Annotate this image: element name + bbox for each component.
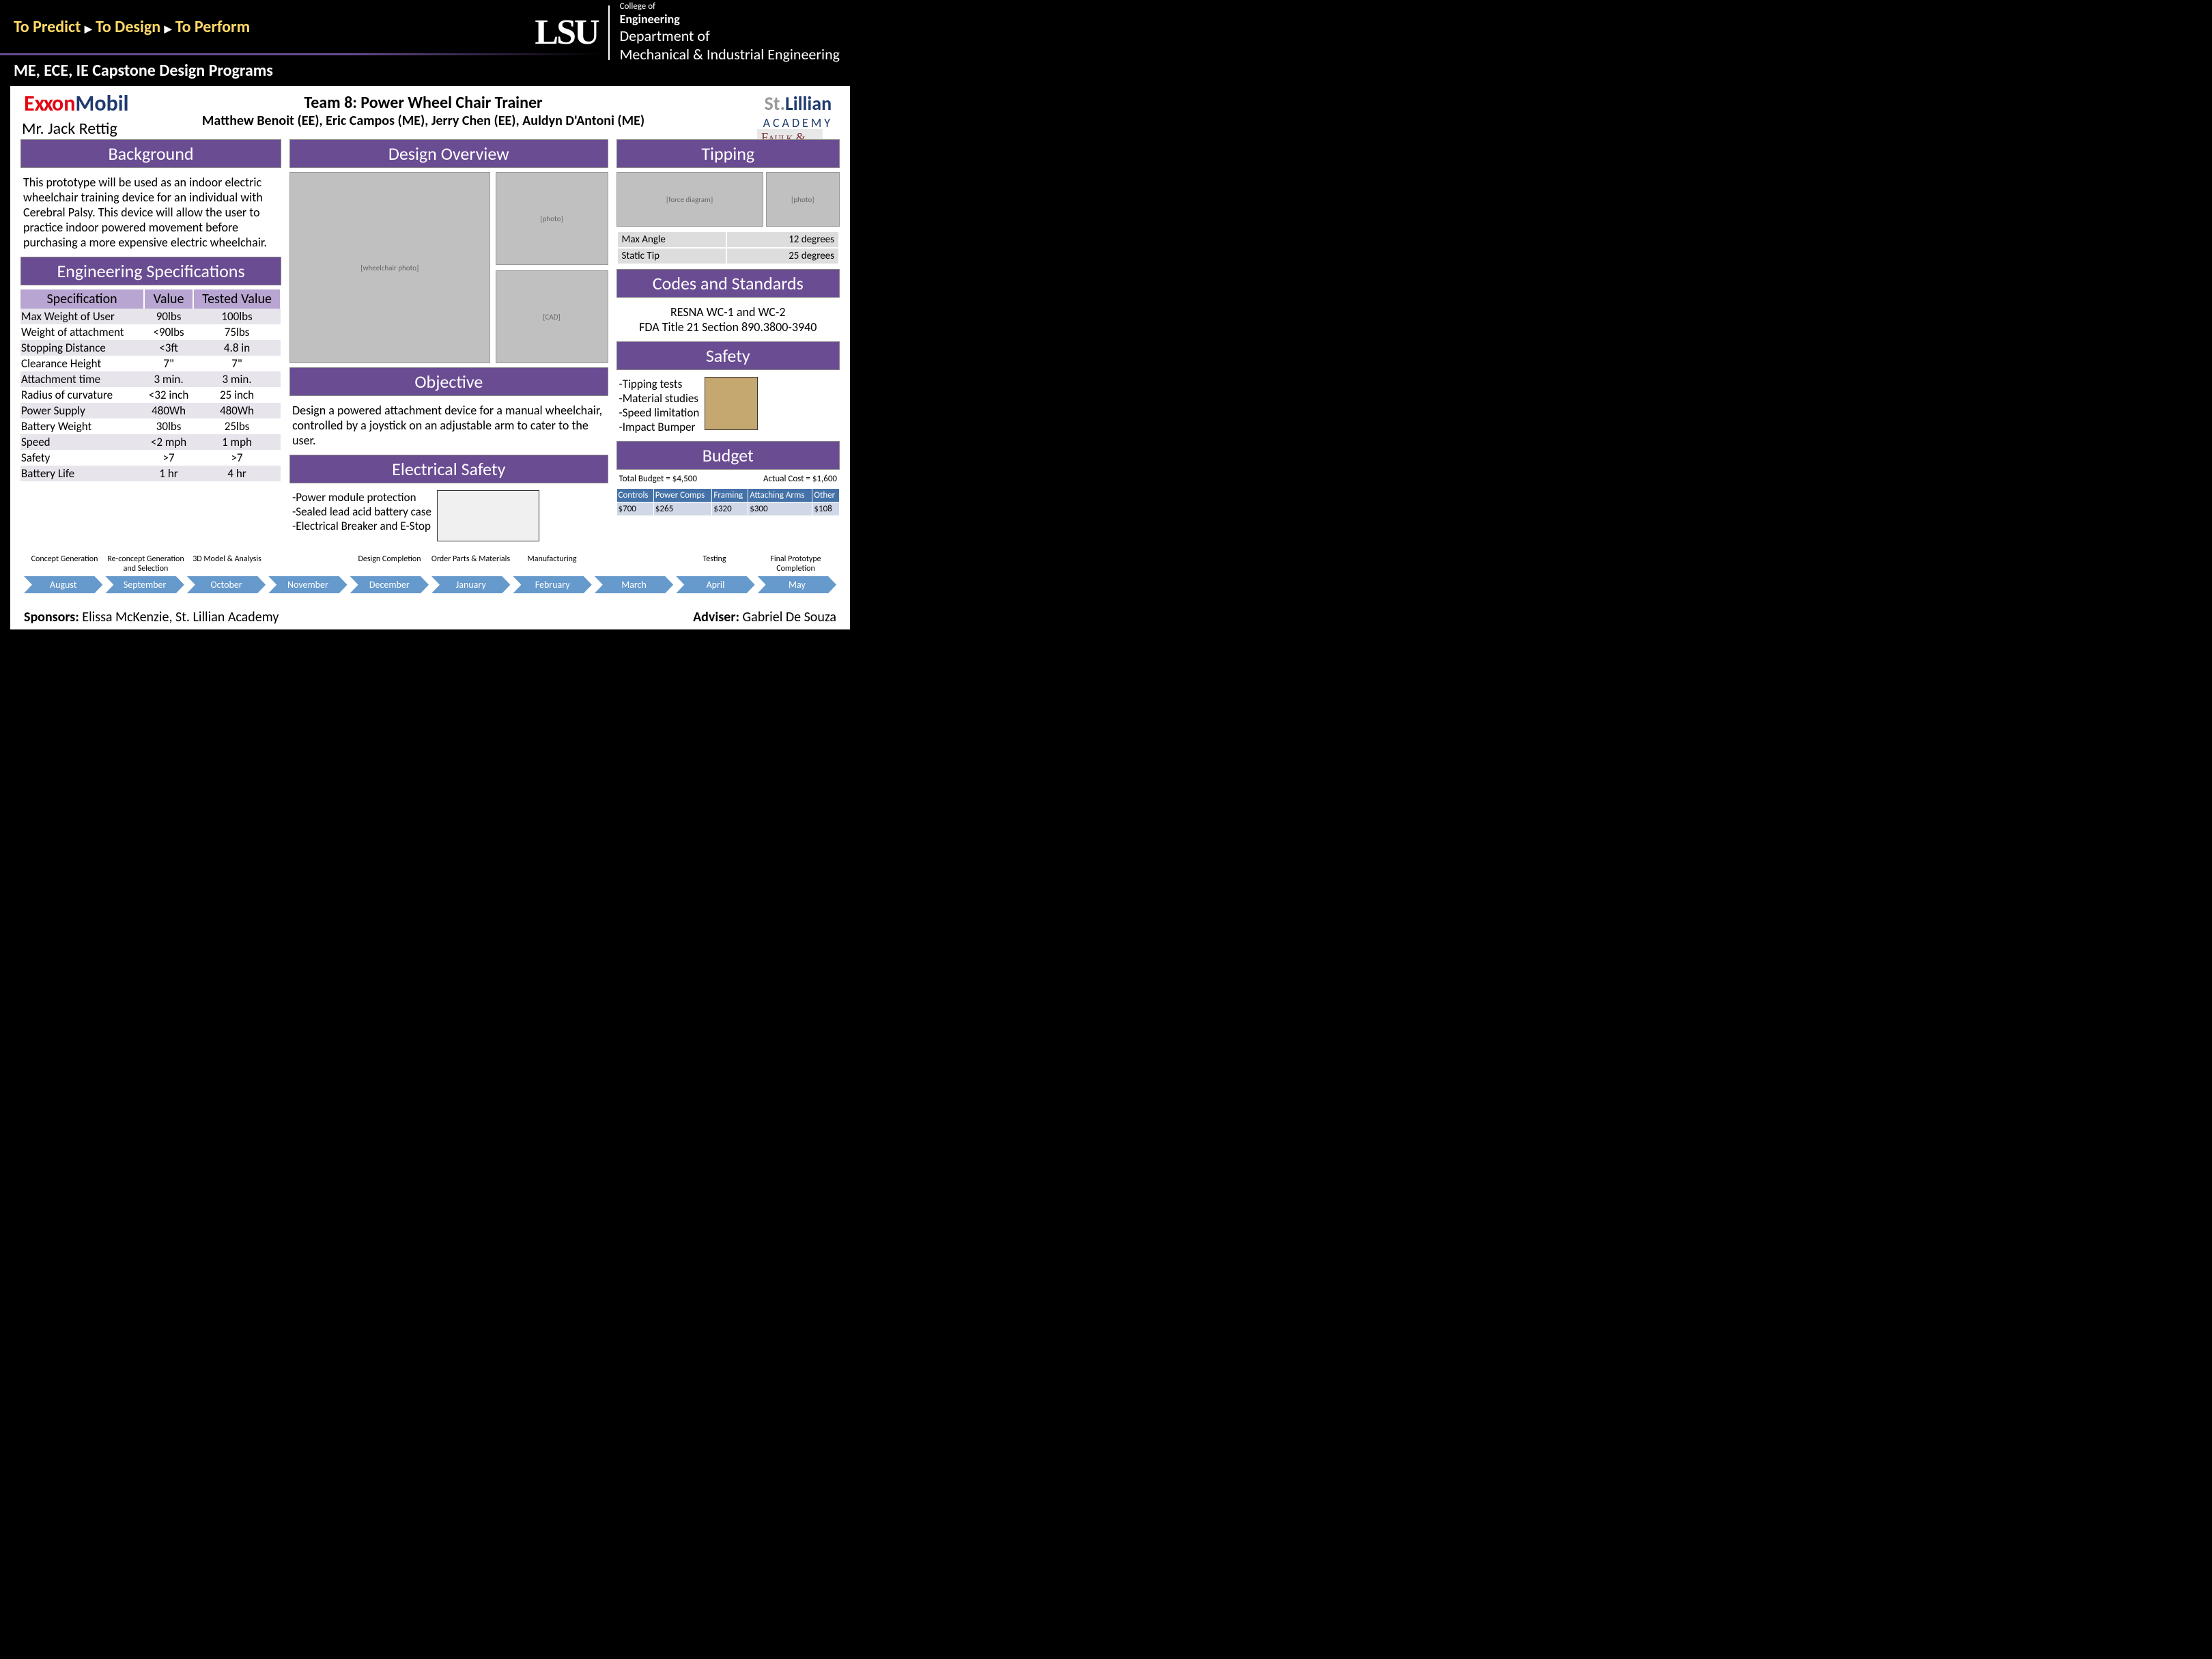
lsu-logo: LSU: [535, 12, 597, 53]
poster-body: ExxonMobil Mr. Jack Rettig Team 8: Power…: [10, 86, 850, 629]
spec-row: Clearance Height7"7": [20, 356, 281, 371]
top-logos: ExxonMobil Mr. Jack Rettig Team 8: Power…: [20, 91, 840, 139]
tip-photo: [photo]: [766, 172, 840, 227]
objective-header: Objective: [289, 367, 608, 396]
arrow-icon: ▶: [165, 23, 172, 35]
electrical-header: Electrical Safety: [289, 455, 608, 483]
dept-line2: Mechanical & Industrial Engineering: [620, 45, 840, 63]
tagline-2: To Design: [96, 17, 160, 37]
timeline-month: October: [187, 576, 266, 593]
tipping-table: Max Angle12 degreesStatic Tip25 degrees: [616, 231, 840, 265]
header-top: To Predict ▶ To Design ▶ To Perform LSU …: [0, 0, 860, 53]
spec-col: Specification: [20, 289, 144, 309]
tipping-images: [force diagram] [photo]: [616, 172, 840, 227]
spec-row: Battery Weight30lbs25lbs: [20, 419, 281, 434]
codes-body: RESNA WC-1 and WC-2 FDA Title 21 Section…: [616, 302, 840, 337]
wheelchair-photo-main: [wheelchair photo]: [289, 172, 490, 363]
spec-row: Battery Life1 hr4 hr: [20, 466, 281, 481]
timeline-month: February: [513, 576, 591, 593]
timeline-month: November: [268, 576, 347, 593]
codes-line2: FDA Title 21 Section 890.3800-3940: [619, 320, 838, 335]
col-left: Background This prototype will be used a…: [20, 139, 281, 569]
wheelchair-photo-small: [photo]: [496, 172, 608, 265]
timeline-month: March: [595, 576, 673, 593]
col-center: Design Overview [wheelchair photo] [phot…: [289, 139, 608, 569]
sponsors-footer: Sponsors: Elissa McKenzie, St. Lillian A…: [24, 609, 279, 625]
adviser-name: Gabriel De Souza: [743, 609, 837, 625]
dept-text: College of Engineering Department of Mec…: [620, 1, 840, 63]
circuit-diagram: [437, 490, 539, 541]
spec-col: Value: [144, 289, 193, 309]
stlillian-logo: St.Lillian ACADEMY: [763, 91, 833, 130]
timeline-phases: Concept GenerationRe-concept Generation …: [24, 554, 836, 573]
sponsors-label: Sponsors:: [24, 609, 79, 625]
budget-table: ControlsPower CompsFramingAttaching Arms…: [616, 488, 840, 516]
safety-items: -Tipping tests-Material studies-Speed li…: [619, 377, 700, 434]
spec-row: Radius of curvature<32 inch25 inch: [20, 387, 281, 403]
electrical-items: -Power module protection-Sealed lead aci…: [292, 490, 431, 541]
timeline-month: September: [105, 576, 184, 593]
columns: Background This prototype will be used a…: [20, 139, 840, 569]
budget-totals: Total Budget = $4,500 Actual Cost = $1,6…: [616, 474, 840, 484]
team-title: Team 8: Power Wheel Chair Trainer: [178, 93, 669, 113]
spec-row: Safety>7>7: [20, 450, 281, 466]
sponsors-names: Elissa McKenzie, St. Lillian Academy: [82, 609, 279, 625]
safety-header: Safety: [616, 341, 840, 370]
timeline-month: January: [431, 576, 510, 593]
bumper-photo: [705, 377, 758, 430]
tagline-3: To Perform: [175, 17, 250, 37]
rettig-name: Mr. Jack Rettig: [22, 119, 117, 139]
timeline-month: May: [758, 576, 836, 593]
dept-line1: Department of: [620, 27, 840, 45]
arrow-icon: ▶: [85, 23, 92, 35]
background-text: This prototype will be used as an indoor…: [20, 172, 281, 253]
budget-header: Budget: [616, 441, 840, 470]
college-label: College of: [620, 1, 840, 12]
spec-row: Power Supply480Wh480Wh: [20, 403, 281, 419]
background-header: Background: [20, 139, 281, 168]
tagline: To Predict ▶ To Design ▶ To Perform: [14, 17, 250, 37]
spec-row: Speed<2 mph1 mph: [20, 434, 281, 450]
timeline-month: April: [676, 576, 754, 593]
engineering-label: Engineering: [620, 12, 840, 27]
timeline: Concept GenerationRe-concept Generation …: [24, 554, 836, 602]
tip-diagram: [force diagram]: [616, 172, 763, 227]
specs-header: Engineering Specifications: [20, 257, 281, 285]
timeline-months: AugustSeptemberOctoberNovemberDecemberJa…: [24, 576, 836, 593]
codes-header: Codes and Standards: [616, 269, 840, 298]
tagline-1: To Predict: [14, 17, 81, 37]
electrical-body: -Power module protection-Sealed lead aci…: [289, 487, 608, 544]
st-name: Lillian: [785, 91, 832, 115]
safety-body: -Tipping tests-Material studies-Speed li…: [616, 374, 840, 437]
spec-col: Tested Value: [193, 289, 281, 309]
codes-line1: RESNA WC-1 and WC-2: [619, 304, 838, 320]
col-right: Tipping [force diagram] [photo] Max Angl…: [616, 139, 840, 569]
team-members: Matthew Benoit (EE), Eric Campos (ME), J…: [178, 113, 669, 129]
spec-row: Attachment time3 min.3 min.: [20, 371, 281, 387]
adviser-label: Adviser:: [693, 609, 739, 625]
design-header: Design Overview: [289, 139, 608, 168]
timeline-month: August: [24, 576, 102, 593]
spec-row: Stopping Distance<3ft4.8 in: [20, 340, 281, 356]
objective-text: Design a powered attachment device for a…: [289, 400, 608, 451]
specs-table: SpecificationValueTested Value Max Weigh…: [20, 289, 281, 481]
design-images: [wheelchair photo] [photo] [CAD]: [289, 172, 608, 363]
tipping-header: Tipping: [616, 139, 840, 168]
exxon-logo: ExxonMobil: [24, 90, 128, 117]
spec-row: Weight of attachment<90lbs75lbs: [20, 324, 281, 340]
footer: Sponsors: Elissa McKenzie, St. Lillian A…: [24, 609, 836, 625]
budget-total: Total Budget = $4,500: [619, 474, 697, 484]
timeline-month: December: [350, 576, 429, 593]
title-block: Team 8: Power Wheel Chair Trainer Matthe…: [178, 93, 669, 129]
spec-row: Max Weight of User90lbs100lbs: [20, 309, 281, 324]
st-academy: ACADEMY: [763, 115, 833, 130]
lsu-block: LSU College of Engineering Department of…: [535, 1, 840, 63]
budget-actual: Actual Cost = $1,600: [763, 474, 837, 484]
st-prefix: St.: [765, 91, 785, 115]
adviser-footer: Adviser: Gabriel De Souza: [693, 609, 836, 625]
divider: [608, 5, 610, 60]
cad-render: [CAD]: [496, 270, 608, 363]
